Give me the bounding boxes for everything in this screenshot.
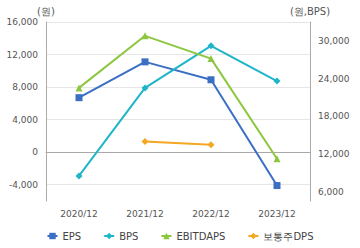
- svg-text:6,000: 6,000: [318, 187, 344, 197]
- svg-text:-4,000: -4,000: [9, 180, 38, 190]
- svg-text:12,000: 12,000: [318, 149, 350, 159]
- svg-text:0: 0: [32, 147, 38, 157]
- svg-text:8,000: 8,000: [12, 82, 38, 92]
- svg-text:BPS: BPS: [119, 231, 138, 242]
- svg-text:(원): (원): [37, 6, 55, 17]
- svg-text:보통주DPS: 보통주DPS: [263, 231, 313, 242]
- svg-text:24,000: 24,000: [318, 74, 350, 84]
- svg-text:16,000: 16,000: [7, 17, 39, 27]
- svg-text:2021/12: 2021/12: [126, 209, 163, 219]
- svg-text:2023/12: 2023/12: [258, 209, 295, 219]
- svg-text:12,000: 12,000: [7, 50, 39, 60]
- svg-text:30,000: 30,000: [318, 36, 350, 46]
- svg-text:EPS: EPS: [63, 231, 82, 242]
- svg-text:EBITDAPS: EBITDAPS: [176, 231, 225, 242]
- svg-text:(원,BPS): (원,BPS): [290, 6, 330, 17]
- svg-text:18,000: 18,000: [318, 111, 350, 121]
- svg-text:2022/12: 2022/12: [192, 209, 229, 219]
- svg-text:4,000: 4,000: [12, 115, 38, 125]
- svg-text:2020/12: 2020/12: [60, 209, 97, 219]
